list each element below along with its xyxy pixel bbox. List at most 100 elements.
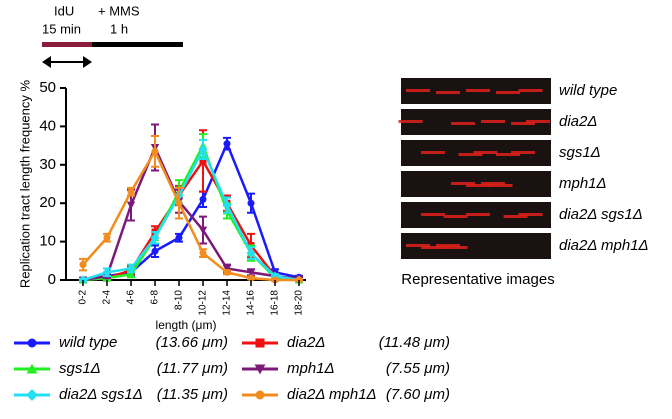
image-signal bbox=[503, 215, 528, 218]
series-line bbox=[82, 146, 300, 282]
data-point bbox=[222, 200, 232, 210]
data-point bbox=[246, 248, 256, 258]
x-tick-label: 16-18 bbox=[270, 290, 281, 316]
image-signal bbox=[443, 246, 468, 249]
image-signal bbox=[398, 120, 423, 123]
series-line bbox=[82, 144, 300, 282]
series-line bbox=[82, 142, 300, 282]
label-mms: + MMS bbox=[98, 3, 140, 18]
image-label: sgs1Δ bbox=[559, 144, 601, 161]
series-line bbox=[82, 140, 300, 282]
image-signal bbox=[451, 122, 475, 125]
data-point bbox=[151, 147, 159, 155]
data-point bbox=[223, 268, 231, 276]
data-point bbox=[199, 157, 207, 165]
label-idu: IdU bbox=[54, 3, 74, 18]
data-point bbox=[199, 195, 207, 203]
legend-label: mph1Δ bbox=[287, 360, 335, 377]
data-point bbox=[247, 274, 255, 282]
series-line bbox=[82, 148, 299, 282]
image-signal bbox=[481, 182, 505, 185]
y-axis-title: Replication tract length frequency % bbox=[17, 80, 32, 289]
image-label: dia2Δ bbox=[559, 113, 597, 130]
legend-marker bbox=[27, 338, 37, 348]
x-tick-label: 2-4 bbox=[102, 290, 113, 305]
y-tick-label: 0 bbox=[48, 271, 56, 288]
legend-marker bbox=[255, 338, 265, 348]
x-tick-label: 6-8 bbox=[150, 290, 161, 305]
data-point bbox=[246, 268, 256, 277]
image-signal bbox=[526, 120, 550, 123]
image-signal bbox=[466, 89, 490, 92]
legend-marker bbox=[26, 389, 38, 401]
data-point bbox=[126, 270, 136, 278]
legend-marker bbox=[254, 364, 266, 375]
data-point bbox=[198, 144, 208, 154]
image-signal bbox=[488, 184, 513, 187]
x-tick-label: 12-14 bbox=[222, 290, 233, 316]
y-tick-label: 50 bbox=[39, 79, 56, 96]
data-point bbox=[247, 199, 255, 207]
image-label: dia2Δ sgs1Δ bbox=[559, 206, 643, 223]
image-signal bbox=[466, 184, 490, 187]
image-signal bbox=[518, 89, 543, 92]
legend-label: dia2Δ mph1Δ bbox=[287, 386, 377, 403]
data-point bbox=[223, 140, 231, 148]
y-tick-label: 30 bbox=[39, 156, 56, 173]
series-line bbox=[82, 158, 300, 282]
data-point bbox=[126, 263, 136, 274]
image-signal bbox=[496, 91, 520, 94]
image-signal bbox=[421, 213, 445, 216]
image-label: wild type bbox=[559, 82, 617, 99]
image-signal bbox=[451, 182, 475, 185]
legend-label: dia2Δ bbox=[287, 334, 325, 351]
legend-label: wild type bbox=[59, 334, 117, 351]
x-tick-label: 18-20 bbox=[294, 290, 305, 316]
data-point bbox=[198, 226, 208, 235]
data-point bbox=[127, 188, 135, 196]
x-tick-label: 10-12 bbox=[198, 290, 209, 316]
data-point bbox=[79, 261, 87, 269]
image-signal bbox=[421, 246, 445, 249]
x-axis-title: length (μm) bbox=[156, 318, 217, 332]
chase-bar bbox=[92, 42, 183, 47]
image-signal bbox=[511, 151, 535, 154]
x-tick-label: 0-2 bbox=[78, 290, 89, 305]
data-point bbox=[199, 249, 207, 257]
image-signal bbox=[436, 244, 460, 247]
image-signal bbox=[436, 91, 460, 94]
legend-label: dia2Δ sgs1Δ bbox=[59, 386, 143, 403]
legend-mean: (11.35 μm) bbox=[157, 386, 228, 403]
legend-label: sgs1Δ bbox=[59, 360, 101, 377]
image-signal bbox=[518, 213, 543, 216]
legend-mean: (11.48 μm) bbox=[379, 334, 450, 351]
images-title: Representative images bbox=[401, 271, 554, 288]
image-signal bbox=[496, 153, 520, 156]
image-signal bbox=[406, 244, 430, 247]
image-signal bbox=[421, 151, 445, 154]
data-point bbox=[126, 201, 136, 210]
data-point bbox=[102, 267, 112, 277]
x-tick-label: 8-10 bbox=[174, 290, 185, 310]
legend-mean: (7.55 μm) bbox=[386, 360, 450, 377]
y-tick-label: 20 bbox=[39, 194, 56, 211]
data-point bbox=[103, 234, 111, 242]
image-signal bbox=[443, 215, 468, 218]
data-point bbox=[151, 247, 159, 255]
image-signal bbox=[406, 89, 430, 92]
x-tick-label: 14-16 bbox=[246, 290, 257, 316]
image-signal bbox=[481, 120, 505, 123]
legend-mean: (11.77 μm) bbox=[157, 360, 228, 377]
y-tick-label: 40 bbox=[39, 117, 56, 134]
data-point bbox=[175, 234, 183, 242]
data-point bbox=[150, 233, 160, 243]
pulse-bar bbox=[42, 42, 92, 47]
image-signal bbox=[458, 153, 483, 156]
y-tick-label: 10 bbox=[39, 233, 56, 250]
label-pulse-time: 15 min bbox=[42, 21, 81, 36]
image-label: mph1Δ bbox=[559, 175, 607, 192]
legend-marker bbox=[26, 363, 38, 374]
image-signal bbox=[473, 151, 498, 154]
data-point bbox=[175, 199, 183, 207]
